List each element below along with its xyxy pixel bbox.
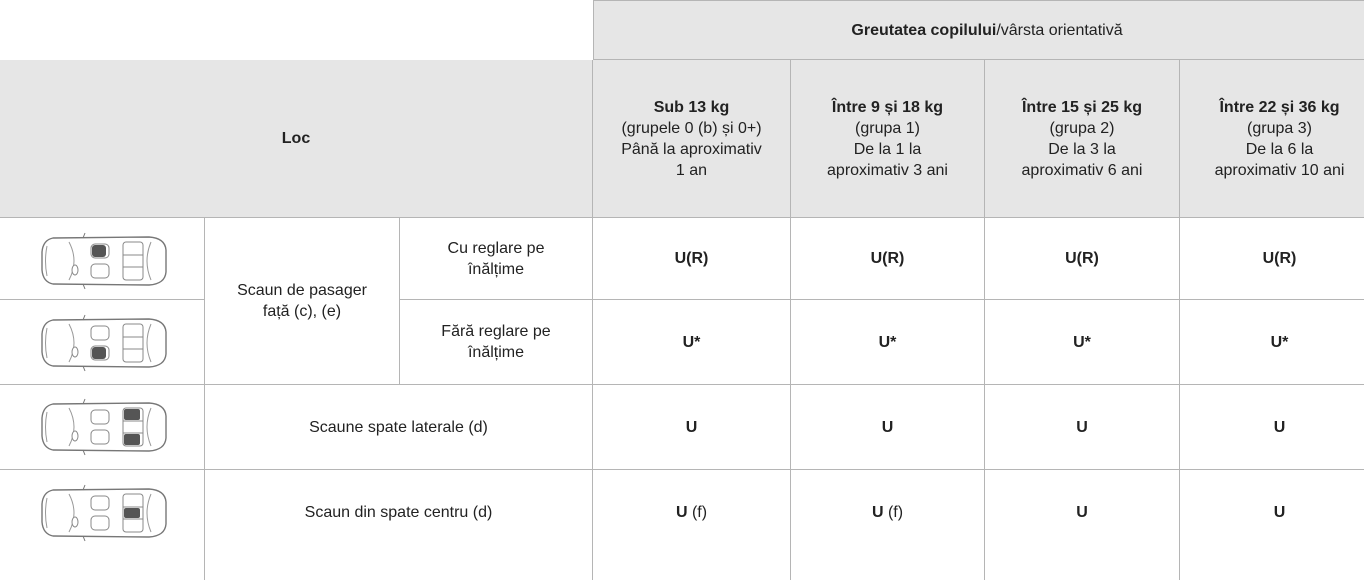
value-main: U(R)	[870, 250, 905, 267]
variant-text: Fără reglare pe	[441, 323, 551, 340]
value-cell: U	[1180, 385, 1364, 470]
group-header: Greutatea copilului/vârsta orientativă	[593, 0, 1364, 60]
value-cell: U	[1180, 470, 1364, 580]
column-subtitle: aproximativ 3 ani	[827, 161, 948, 179]
value-cell: U*	[1180, 300, 1364, 385]
column-subtitle: (grupa 1)	[855, 119, 920, 137]
variant-label: Cu reglare pe înălțime	[400, 218, 593, 300]
variant-text: înălțime	[467, 344, 525, 361]
column-subtitle: aproximativ 10 ani	[1214, 161, 1345, 179]
value-cell: U*	[791, 300, 985, 385]
car-icon	[38, 398, 170, 456]
value-cell: U (f)	[593, 470, 791, 580]
value-main: U	[1273, 504, 1286, 521]
value-cell: U(R)	[791, 218, 985, 300]
seat-text: Scaun de pasager	[237, 282, 367, 299]
value-cell: U*	[985, 300, 1180, 385]
icon-cell	[0, 300, 205, 385]
variant-text: Cu reglare pe	[447, 239, 545, 257]
value-cell: U	[985, 470, 1180, 580]
seat-label: Scaune spate laterale (d)	[205, 385, 593, 470]
column-subtitle: (grupa 2)	[1049, 119, 1115, 137]
value-main: U(R)	[1262, 250, 1297, 267]
column-subtitle: De la 3 la	[1048, 140, 1116, 158]
value-cell: U(R)	[593, 218, 791, 300]
column-header: Sub 13 kg (grupele 0 (b) și 0+) Până la ap…	[593, 60, 791, 218]
variant-label: Fără reglare pe înălțime	[400, 300, 593, 385]
column-header: Între 22 și 36 kg (grupa 3) De la 6 la apro…	[1180, 60, 1364, 218]
column-subtitle: aproximativ 6 ani	[1021, 161, 1143, 179]
column-header: Între 15 și 25 kg (grupa 2) De la 3 la apro…	[985, 60, 1180, 218]
icon-cell	[0, 218, 205, 300]
value-note: (f)	[887, 504, 904, 521]
value-main: U*	[1270, 333, 1289, 351]
column-header: Între 9 și 18 kg (grupa 1) De la 1 la aprox…	[791, 60, 985, 218]
value-main: U	[685, 418, 698, 436]
column-subtitle: (grupele 0 (b) și 0+)	[621, 119, 762, 137]
seat-label: Scaun din spate centru (d)	[205, 470, 593, 580]
value-note: (f)	[691, 504, 708, 521]
value-main: U*	[682, 333, 701, 351]
column-title: Sub 13 kg	[653, 98, 730, 116]
column-title: Între 9 și 18 kg	[831, 98, 944, 116]
seat-text: Scaune spate laterale (d)	[309, 418, 488, 436]
value-main: U*	[878, 333, 897, 351]
value-main: U	[1273, 418, 1286, 436]
seat-text: Scaun din spate centru (d)	[304, 504, 493, 521]
value-main: U(R)	[674, 250, 709, 267]
value-main: U(R)	[1065, 250, 1099, 267]
column-subtitle: De la 1 la	[853, 140, 922, 158]
car-icon	[38, 232, 170, 290]
place-label: Loc	[281, 130, 311, 147]
value-cell: U	[593, 385, 791, 470]
column-title: Între 22 și 36 kg	[1219, 98, 1340, 116]
value-cell: U	[791, 385, 985, 470]
place-header: Loc	[0, 60, 593, 218]
column-subtitle: De la 6 la	[1245, 140, 1314, 158]
value-cell: U(R)	[1180, 218, 1364, 300]
value-cell: U*	[593, 300, 791, 385]
column-subtitle: Până la aproximativ	[621, 140, 762, 158]
value-cell: U	[985, 385, 1180, 470]
variant-text: înălțime	[467, 260, 525, 278]
value-main: U	[871, 504, 884, 521]
column-subtitle: 1 an	[675, 161, 708, 179]
column-title: Între 15 și 25 kg	[1021, 98, 1143, 116]
seat-text: față (c), (e)	[262, 303, 342, 320]
seat-label: Scaun de pasager față (c), (e)	[205, 218, 400, 385]
value-main: U	[675, 504, 688, 521]
car-icon	[38, 314, 170, 372]
value-main: U*	[1073, 333, 1091, 351]
icon-cell	[0, 470, 205, 580]
icon-cell	[0, 385, 205, 470]
value-cell: U (f)	[791, 470, 985, 580]
column-subtitle: (grupa 3)	[1247, 119, 1312, 137]
car-icon	[38, 484, 170, 542]
value-main: U	[1076, 504, 1088, 521]
group-title-bold: Greutatea copilului	[851, 21, 997, 39]
group-title-rest: /vârsta orientativă	[996, 21, 1123, 39]
value-main: U	[1076, 418, 1088, 436]
value-cell: U(R)	[985, 218, 1180, 300]
value-main: U	[881, 418, 894, 436]
